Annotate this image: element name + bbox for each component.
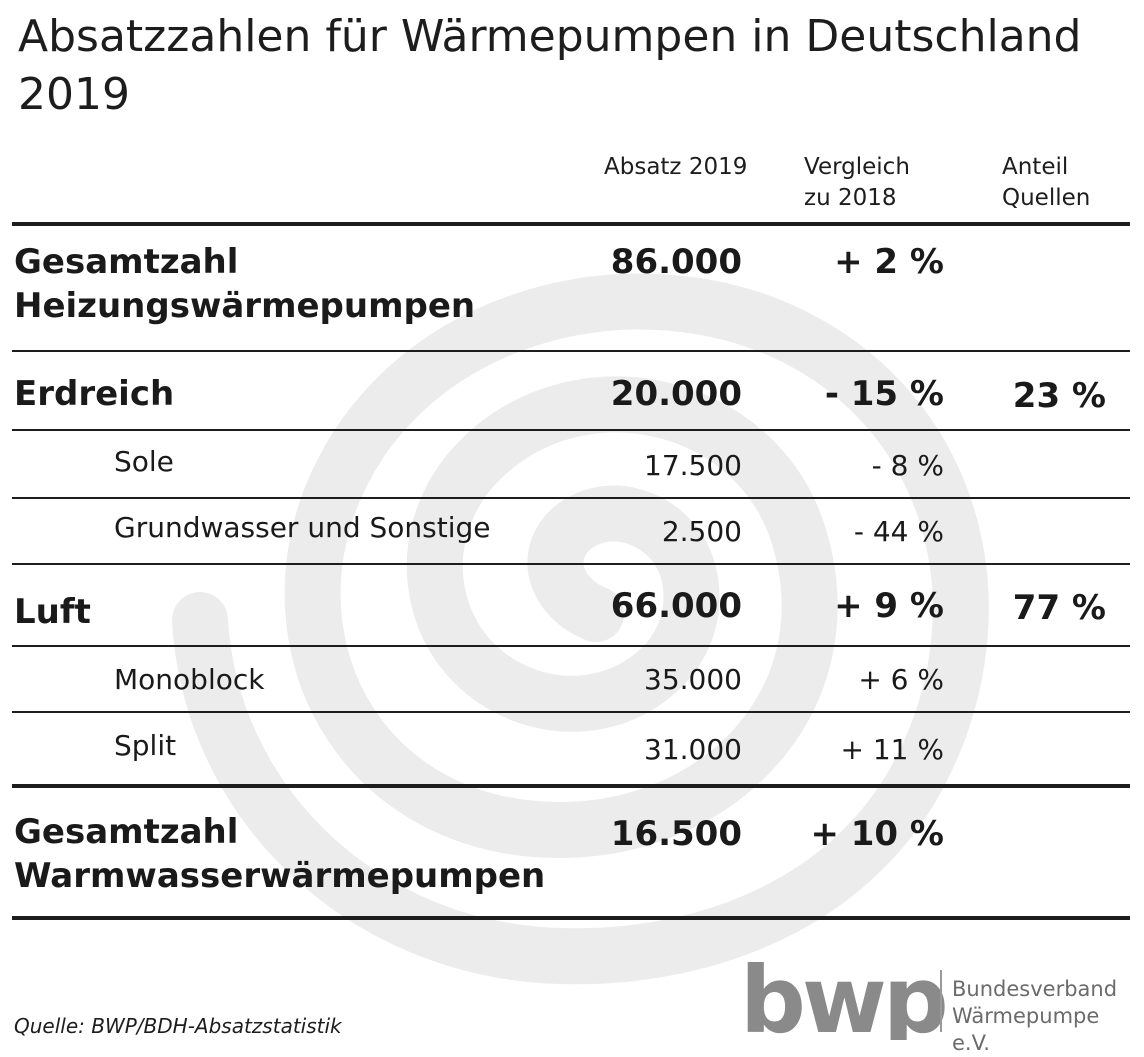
table-cell-vergleich: - 15 % [824,374,944,414]
logo-subtitle-line2: Wärmepumpe e.V. [952,1004,1100,1055]
table-cell-absatz: 35.000 [644,663,742,696]
table-cell-vergleich: + 9 % [834,586,944,626]
table-row-label: Erdreich [14,374,175,414]
col-header-absatz-text: Absatz 2019 [604,154,748,180]
table-cell-vergleich: + 2 % [834,242,944,282]
chart-title: Absatzzahlen für Wärmepumpen in Deutschl… [18,11,1082,120]
table-cell-vergleich: + 11 % [840,733,945,766]
table-rule [12,497,1130,499]
bwp-logo: bwp Bundesverband Wärmepumpe e.V. [740,947,1130,1055]
table-row-label: Sole [114,445,174,478]
logo-divider [940,970,942,1032]
row-label-line2: Heizungswärmepumpen [14,286,476,326]
table-row-label: Gesamtzahl Warmwasserwärmepumpen [14,810,545,898]
table-cell-vergleich: + 6 % [858,663,944,696]
table-cell-vergleich: - 8 % [871,449,944,482]
table-rule [12,784,1130,788]
col-header-anteil-line1: Anteil [1002,154,1069,180]
table-cell-absatz: 86.000 [610,242,742,282]
bwp-logo-text: bwp [740,960,945,1040]
row-label-line2: Warmwasserwärmepumpen [14,856,546,896]
table-row-label: Split [114,729,177,762]
col-header-anteil-line2: Quellen [1002,185,1091,211]
row-label-line1: Gesamtzahl [14,812,239,852]
col-header-vergleich: Vergleich zu 2018 [804,152,910,214]
table-cell-absatz: 16.500 [610,814,742,854]
table-rule [12,711,1130,713]
table-cell-absatz: 17.500 [644,449,742,482]
table-row-label: Monoblock [114,663,265,696]
table-cell-absatz: 2.500 [661,515,742,548]
table-rule [12,350,1130,352]
table-cell-absatz: 66.000 [610,586,742,626]
table-cell-vergleich: - 44 % [853,515,944,548]
table-rule-top [12,222,1130,226]
table-rule [12,645,1130,647]
table-rule-bottom [12,916,1130,920]
logo-subtitle-line1: Bundesverband [952,977,1118,1001]
table-cell-anteil: 23 % [1012,376,1106,416]
bwp-logo-mark: bwp [740,947,949,1054]
logo-subtitle: Bundesverband Wärmepumpe e.V. [952,976,1130,1057]
table-rule [12,563,1130,565]
table-cell-vergleich: + 10 % [810,814,944,854]
table-row-label: Gesamtzahl Heizungswärmepumpen [14,240,475,328]
source-note: Quelle: BWP/BDH-Absatzstatistik [14,1014,342,1038]
row-label-line1: Gesamtzahl [14,242,239,282]
table-cell-anteil: 77 % [1012,588,1106,628]
table-rule [12,429,1130,431]
table-row-label: Luft [14,592,91,632]
table-cell-absatz: 31.000 [644,733,742,766]
col-header-absatz: Absatz 2019 [604,152,747,183]
table-cell-absatz: 20.000 [610,374,742,414]
table-row-label: Grundwasser und Sonstige [114,511,491,544]
col-header-anteil: Anteil Quellen [1002,152,1090,214]
col-header-vergleich-line2: zu 2018 [804,185,897,211]
col-header-vergleich-line1: Vergleich [804,154,910,180]
